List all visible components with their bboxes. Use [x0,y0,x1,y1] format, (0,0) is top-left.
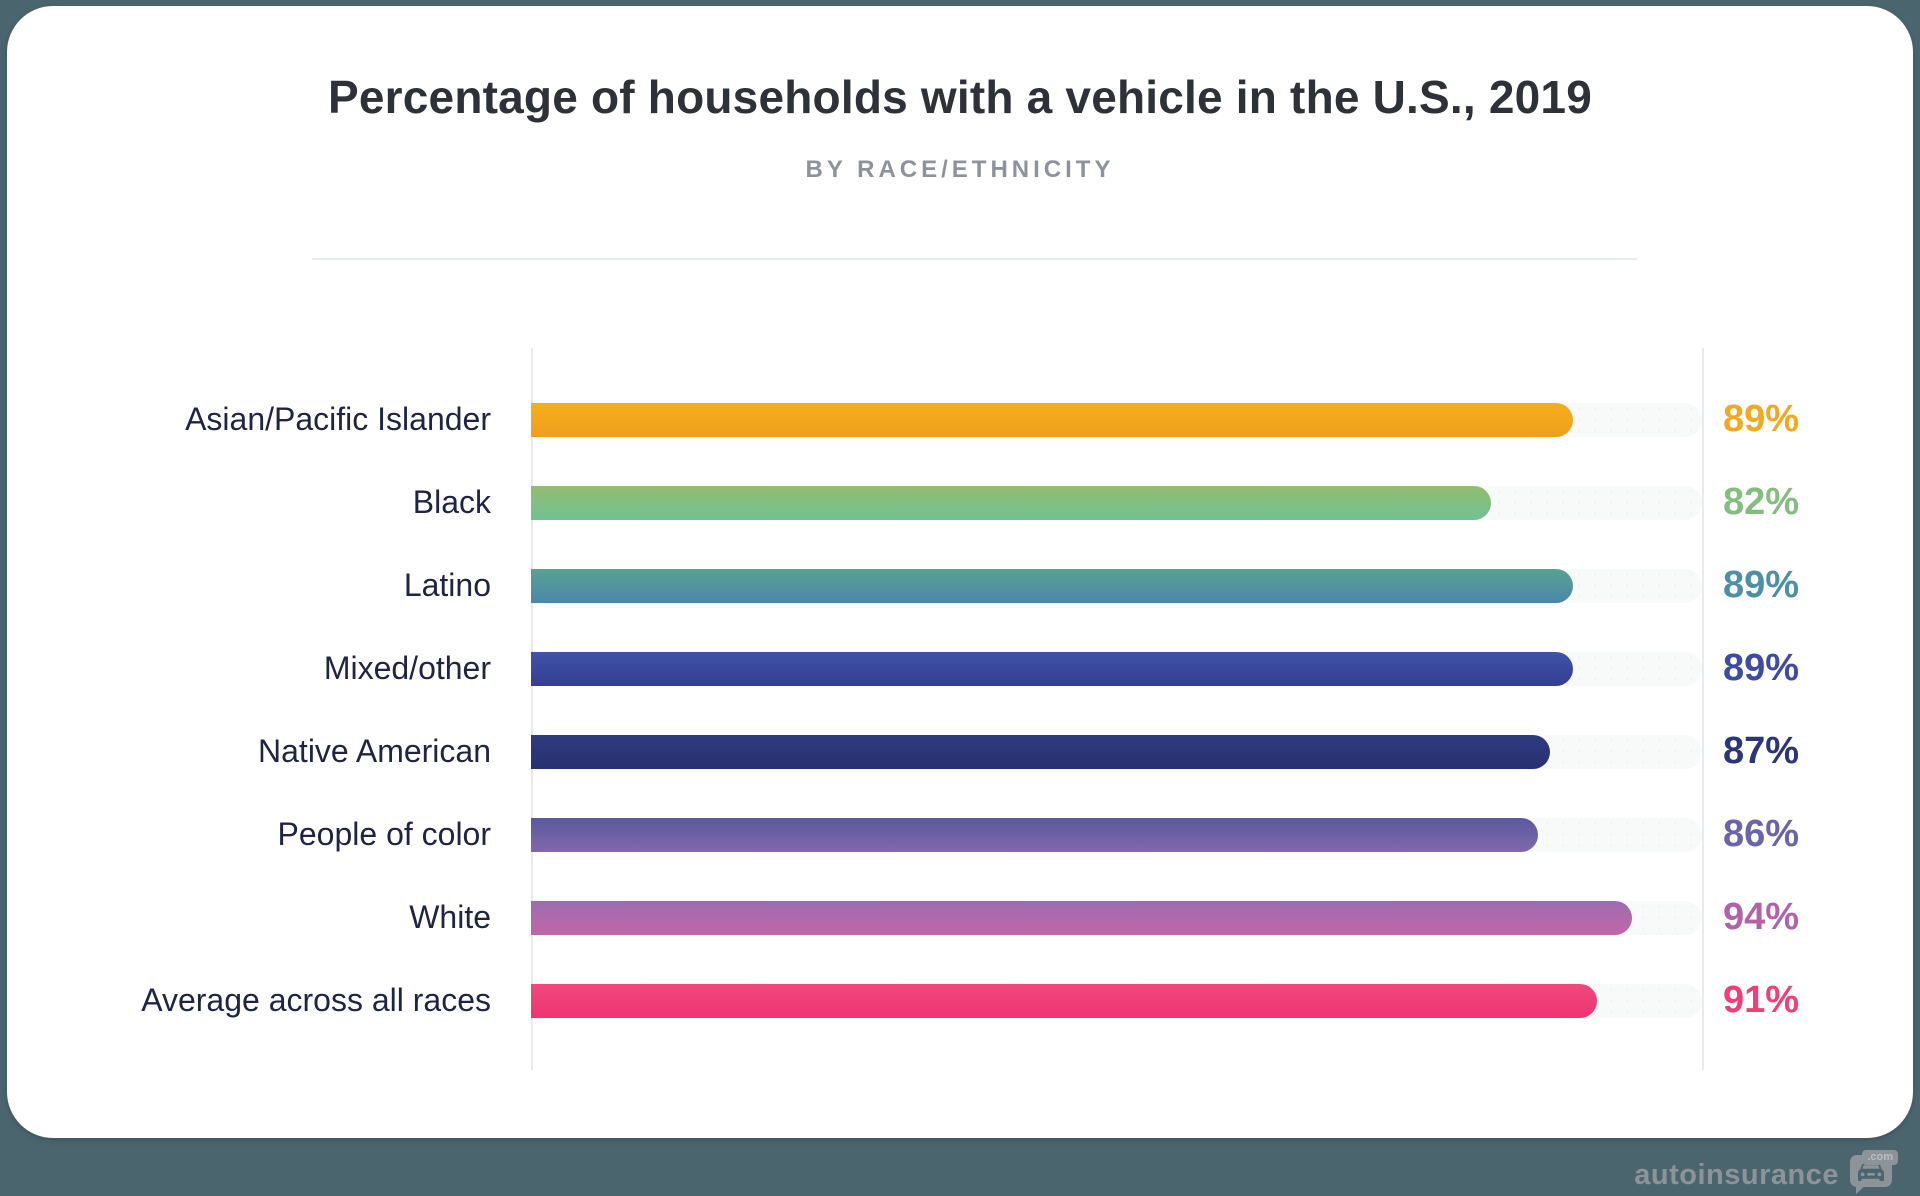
category-label: Latino [403,567,491,603]
chart-card: Percentage of households with a vehicle … [7,6,1913,1138]
category-label: Asian/Pacific Islander [185,401,491,437]
bar-row: Mixed/other 89% [7,627,1913,710]
watermark: autoinsurance .com [1634,1150,1898,1194]
value-label: 86% [1723,813,1800,855]
bar-row: Native American 87% [7,710,1913,793]
bar-row: People of color 86% [7,793,1913,876]
value-label: 94% [1723,896,1800,938]
category-label: Native American [258,733,491,769]
value-label: 89% [1723,398,1800,440]
header-divider [312,258,1637,260]
bar-track [531,734,1702,769]
bar-row: Average across all races 91% [7,959,1913,1042]
left-axis-line [531,348,533,1070]
bar-track [531,817,1702,852]
right-axis-line [1702,348,1704,1070]
bar-row: Black 82% [7,461,1913,544]
bar [531,402,1574,437]
bar-track [531,900,1702,935]
bar [531,817,1539,852]
bar-track [531,651,1702,686]
category-label: Mixed/other [323,650,491,686]
bar-track [531,402,1702,437]
value-label: 82% [1723,481,1800,523]
car-speech-bubble-icon: .com [1848,1150,1898,1194]
value-label: 89% [1723,647,1800,689]
bar-chart: Asian/Pacific Islander 89% Black 82% Latino 8… [7,348,1913,1070]
bar-row: Latino 89% [7,544,1913,627]
bar [531,568,1574,603]
chart-title: Percentage of households with a vehicle … [328,71,1592,123]
bar [531,651,1574,686]
watermark-brand-text: autoinsurance [1634,1159,1839,1191]
bar [531,983,1597,1018]
bar-track [531,485,1702,520]
bar [531,485,1492,520]
value-label: 87% [1723,730,1800,772]
bar [531,900,1632,935]
bar-row: Asian/Pacific Islander 89% [7,378,1913,461]
category-label: Average across all races [141,982,491,1018]
dot-com-badge: .com [1862,1150,1898,1165]
bar [531,734,1550,769]
bar-rows: Asian/Pacific Islander 89% Black 82% Latino 8… [7,348,1913,1042]
value-label: 89% [1723,564,1800,606]
bar-track [531,568,1702,603]
bar-track [531,983,1702,1018]
chart-header: Percentage of households with a vehicle … [7,70,1913,184]
category-label: Black [412,484,491,520]
category-label: People of color [277,816,491,852]
bar-row: White 94% [7,876,1913,959]
value-label: 91% [1723,979,1800,1021]
category-label: White [409,899,491,935]
chart-subtitle: BY RACE/ETHNICITY [805,156,1115,183]
